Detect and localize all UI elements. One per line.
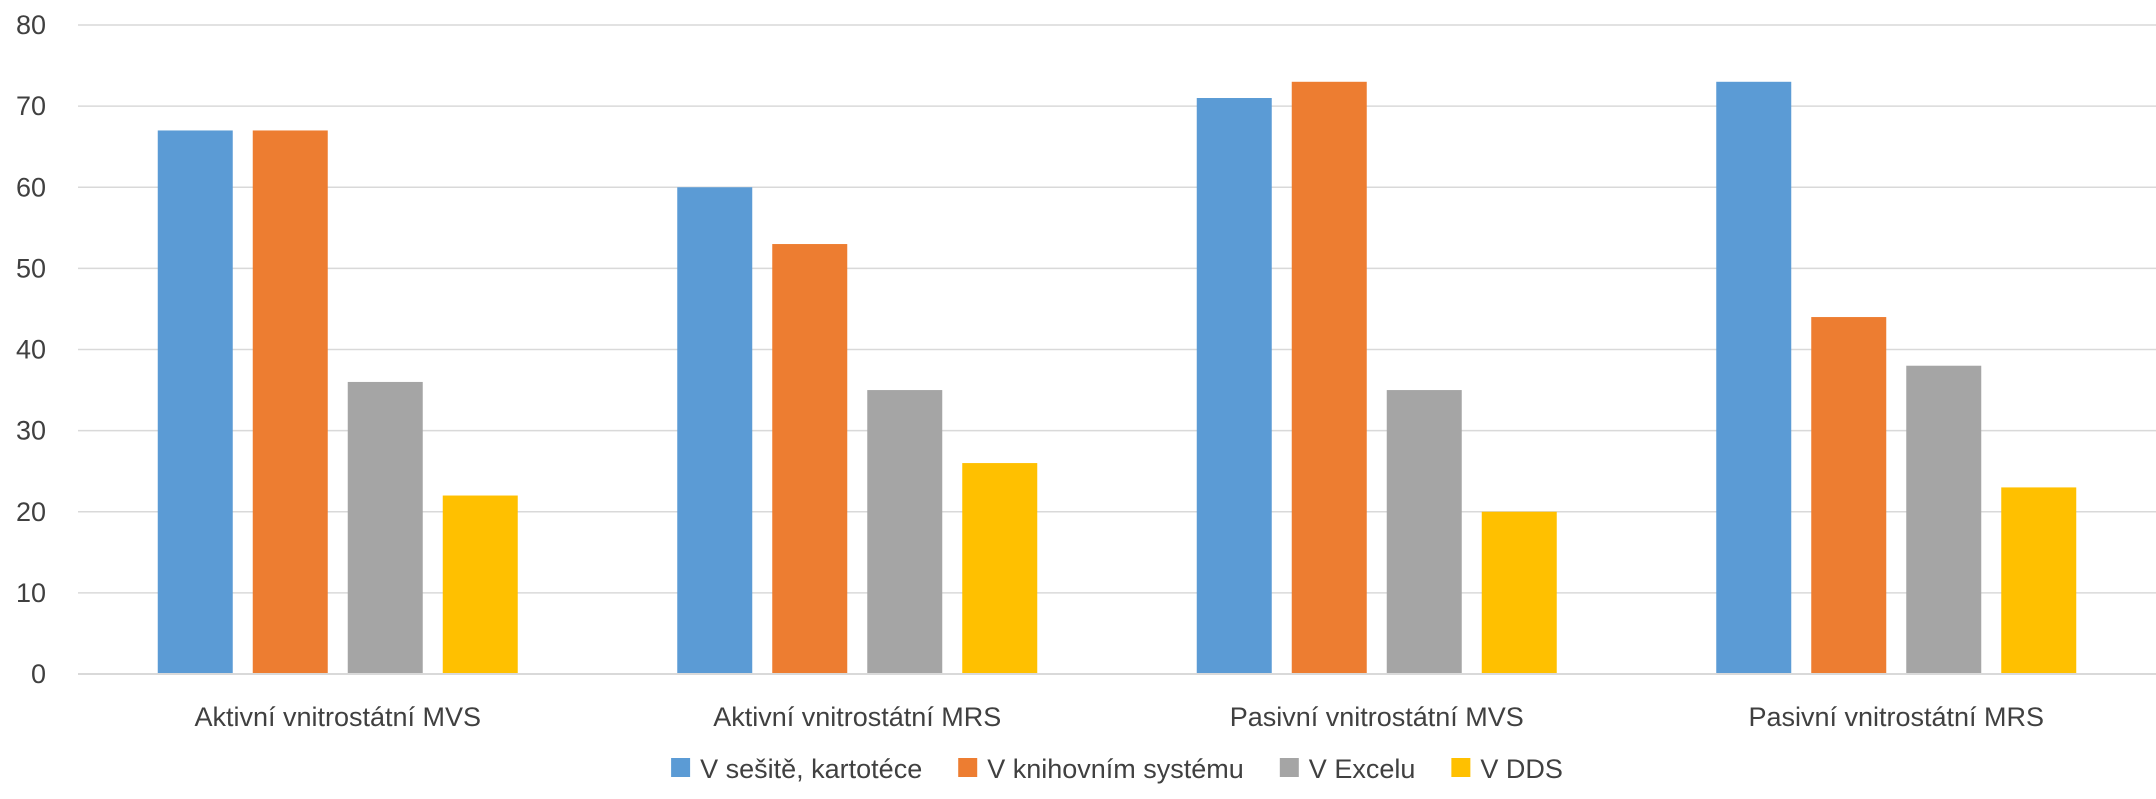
bar [157,130,233,674]
y-axis-tick-labels: 0 10 20 30 40 50 60 70 80 [16,10,46,689]
x-category-label: Aktivní vnitrostátní MVS [194,702,481,732]
legend-swatch [1279,758,1299,777]
legend-item: V sešitě, kartotéce [671,754,922,784]
bar [2001,487,2077,674]
bar [1481,511,1557,674]
legend: V sešitě, kartotéce V knihovním systému V … [671,754,1563,784]
legend-swatch [671,758,691,777]
legend-label: V sešitě, kartotéce [700,754,922,784]
y-tick-label: 40 [16,335,46,365]
legend-item: V Excelu [1279,754,1416,784]
bar [867,390,943,674]
bar [442,495,518,674]
y-tick-label: 50 [16,253,46,283]
bar [1716,81,1792,675]
x-axis-category-labels: Aktivní vnitrostátní MVS Aktivní vnitrost… [194,702,2044,732]
bars [157,81,2077,675]
gridlines [78,24,2156,594]
legend-item: V DDS [1451,754,1563,784]
y-tick-label: 70 [16,91,46,121]
bar [347,381,423,674]
legend-swatch [958,758,978,777]
x-category-label: Pasivní vnitrostátní MRS [1748,702,2044,732]
legend-label: V DDS [1480,754,1563,784]
legend-label: V knihovním systému [987,754,1244,784]
y-tick-label: 30 [16,416,46,446]
bar [1196,98,1272,674]
legend-item: V knihovním systému [958,754,1244,784]
bar [1386,390,1462,674]
y-tick-label: 10 [16,578,46,608]
legend-label: V Excelu [1309,754,1416,784]
y-tick-label: 60 [16,172,46,202]
legend-swatch [1451,758,1471,777]
bar [962,463,1038,674]
bar [1811,317,1887,674]
bar [252,130,328,674]
bar [772,244,848,674]
bar [1291,81,1367,675]
x-category-label: Aktivní vnitrostátní MRS [713,702,1001,732]
x-category-label: Pasivní vnitrostátní MVS [1230,702,1524,732]
y-tick-label: 80 [16,10,46,40]
y-tick-label: 20 [16,497,46,527]
y-tick-label: 0 [31,659,46,689]
bar [677,187,753,674]
bar [1906,365,1982,674]
